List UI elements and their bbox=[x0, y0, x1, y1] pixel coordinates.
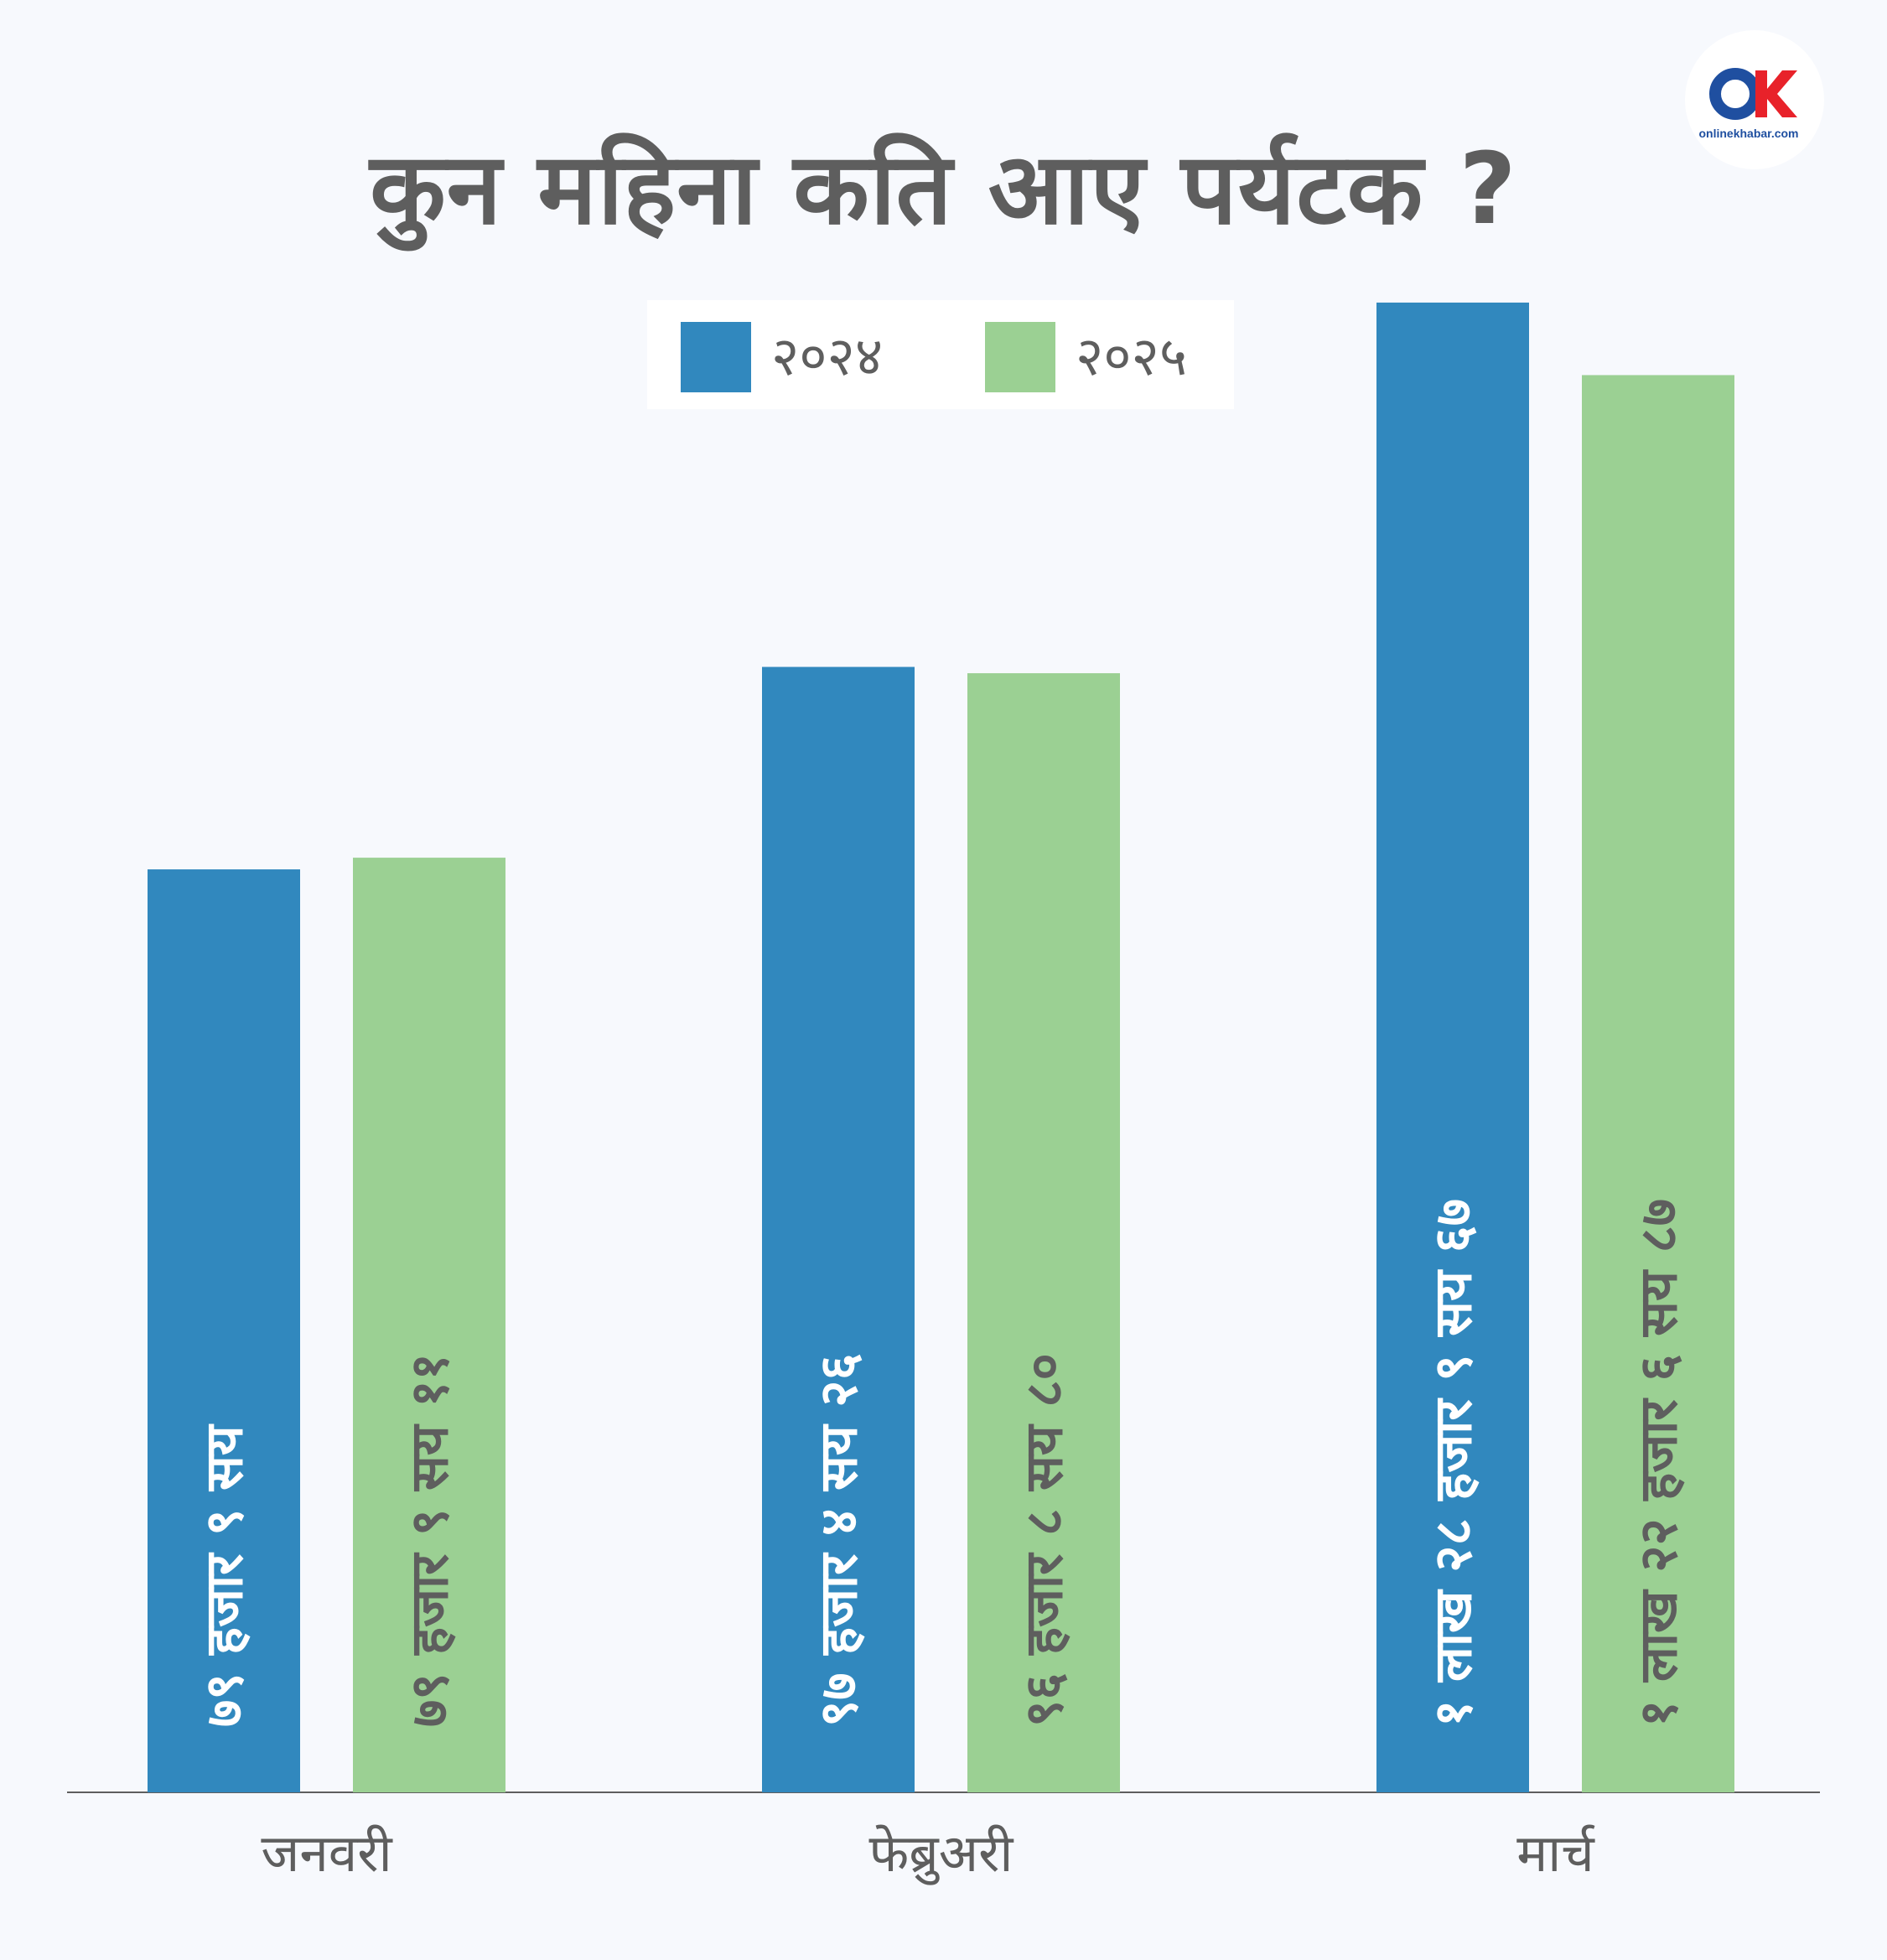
x-tick-label: जनवरी bbox=[261, 1823, 392, 1884]
svg-text:onlinekhabar.com: onlinekhabar.com bbox=[1698, 127, 1798, 140]
legend-label-2024: २०२४ bbox=[771, 326, 884, 388]
legend-swatch-2024 bbox=[681, 322, 751, 392]
legend-label-2025: २०२५ bbox=[1076, 326, 1188, 388]
bar-2024-1 bbox=[148, 869, 300, 1792]
chart-legend: २०२४ २०२५ bbox=[647, 300, 1234, 409]
bar-value-label: ९६ हजार ८ सय ८० bbox=[1013, 1353, 1075, 1727]
bar-value-label: १ लाख २८ हजार ९ सय ६७ bbox=[1423, 1199, 1484, 1727]
bar-value-label: ९७ हजार ४ सय २६ bbox=[808, 1353, 869, 1727]
bar-2024-3 bbox=[1376, 302, 1529, 1792]
chart-title: कुन महिना कति आए पर्यटक ? bbox=[370, 131, 1517, 246]
bar-value-label: १ लाख २२ हजार ६ सय ८७ bbox=[1628, 1199, 1689, 1727]
bar-2025-1 bbox=[353, 858, 505, 1792]
x-tick-label: फेब्रुअरी bbox=[869, 1823, 1014, 1885]
bar-2025-2 bbox=[967, 673, 1120, 1792]
logo-mark: onlinekhabar.com bbox=[1698, 68, 1799, 140]
legend-swatch-2025 bbox=[985, 322, 1055, 392]
bar-2024-2 bbox=[762, 666, 915, 1793]
bar-value-label: ७९ हजार ९ सय ११ bbox=[399, 1353, 460, 1727]
bar-value-label: ७९ हजार ९ सय bbox=[194, 1423, 255, 1727]
bar-2025-3 bbox=[1582, 375, 1734, 1792]
x-tick-label: मार्च bbox=[1516, 1823, 1595, 1884]
onlinekhabar-logo: onlinekhabar.com bbox=[1685, 30, 1824, 169]
